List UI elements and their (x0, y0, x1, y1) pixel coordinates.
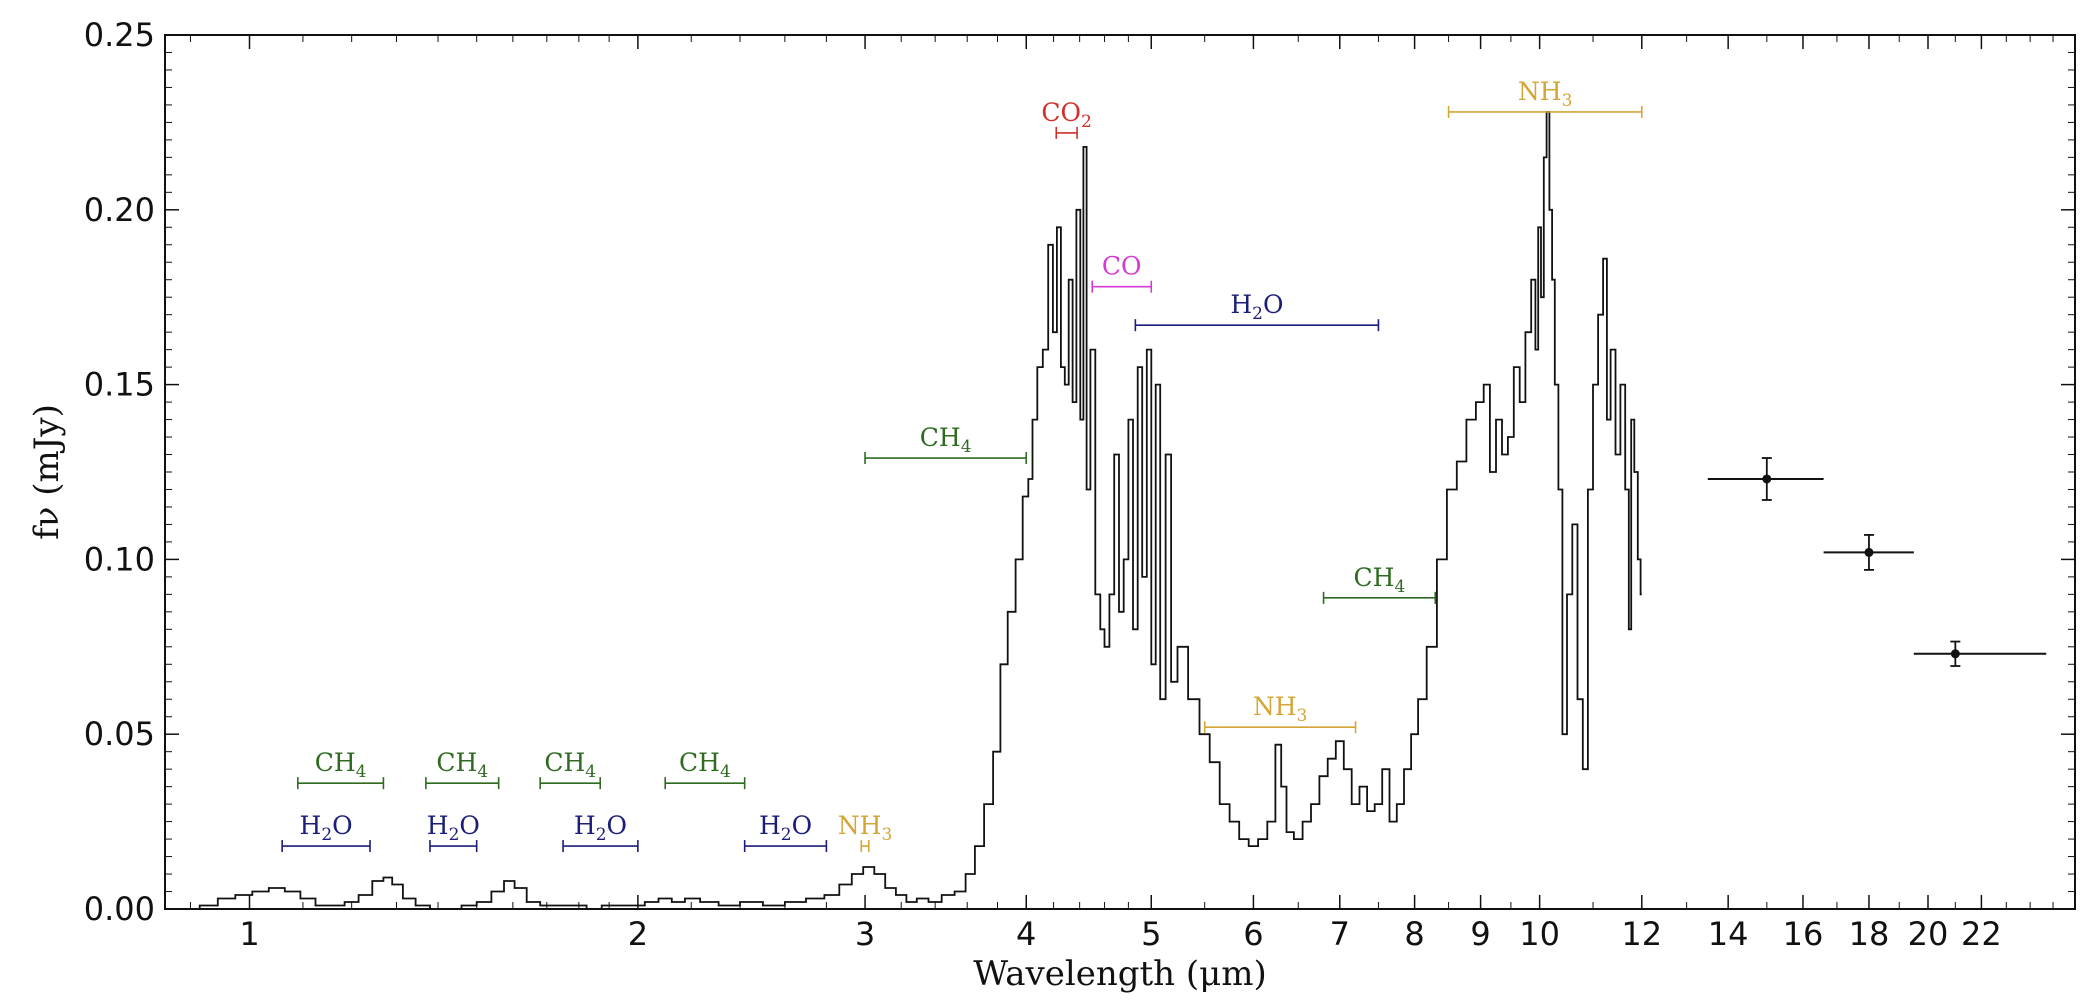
photometry-marker (1762, 474, 1772, 484)
y-tick-label: 0.15 (84, 366, 155, 404)
band-annotations: CH4 CH4 CH4 CH4 H2O H2O H2O H2O NH3 CH4 CO2 CO H2O NH… (281, 77, 1643, 853)
band-label: NH3 (1518, 77, 1573, 111)
x-tick-label: 12 (1621, 915, 1662, 953)
band-label: CH4 (920, 423, 972, 457)
band-annotation: NH3 (1447, 77, 1643, 118)
band-label: CH4 (1354, 563, 1406, 597)
x-axis-ticks: 1 2 3 4 5 6 7 8 9 10 12 14 16 18 20 22 (239, 35, 2002, 953)
photometry-points (1707, 457, 2047, 667)
y-tick-label: 0.20 (84, 191, 155, 229)
band-annotation: H2O (281, 811, 371, 853)
band-label: CH4 (544, 748, 596, 782)
x-tick-label: 18 (1849, 915, 1890, 953)
band-annotation: CH4 (864, 423, 1028, 465)
photometry-marker (1950, 649, 1960, 659)
band-annotation: H2O (562, 811, 639, 853)
band-label: NH3 (838, 811, 893, 845)
band-label: H2O (574, 811, 627, 845)
band-label: NH3 (1253, 692, 1308, 726)
x-tick-label: 16 (1783, 915, 1824, 953)
band-annotation: NH3 (1203, 692, 1357, 734)
band-label: CO (1102, 252, 1142, 281)
x-tick-label: 4 (1016, 915, 1036, 953)
x-tick-label: 2 (628, 915, 648, 953)
x-axis-title: Wavelength (μm) (973, 954, 1266, 994)
y-axis-ticks: 0.00 0.05 0.10 0.15 0.20 0.25 (84, 16, 2075, 928)
band-label: CH4 (315, 748, 367, 782)
band-annotation: CO2 (1041, 98, 1092, 139)
y-tick-label: 0.25 (84, 16, 155, 54)
x-tick-label: 10 (1519, 915, 1560, 953)
x-tick-label: 22 (1961, 915, 2002, 953)
x-tick-label: 6 (1243, 915, 1263, 953)
y-tick-label: 0.10 (84, 540, 155, 578)
photometry-marker (1864, 547, 1874, 557)
band-annotation: H2O (743, 811, 828, 853)
band-annotation: CH4 (1322, 563, 1437, 604)
spectrum-line (190, 111, 1642, 910)
band-label: H2O (759, 811, 812, 845)
band-annotation: CO (1091, 252, 1153, 293)
band-annotation: CH4 (296, 748, 385, 790)
band-annotation: H2O (427, 811, 480, 853)
photometry-point (1913, 640, 2047, 667)
band-label: H2O (300, 811, 353, 845)
x-tick-label: 9 (1470, 915, 1490, 953)
band-annotation: CH4 (425, 748, 500, 790)
y-tick-label: 0.05 (84, 715, 155, 753)
band-label: CH4 (679, 748, 731, 782)
band-annotation: CH4 (664, 748, 746, 790)
x-tick-label: 8 (1404, 915, 1424, 953)
band-label: CO2 (1041, 98, 1091, 132)
minor-ticks (165, 35, 2075, 909)
band-annotation: H2O (1134, 290, 1380, 332)
x-tick-label: 20 (1908, 915, 1949, 953)
band-label: H2O (427, 811, 480, 845)
photometry-point (1707, 457, 1824, 501)
band-annotation: CH4 (539, 748, 602, 790)
x-tick-label: 14 (1708, 915, 1749, 953)
x-tick-label: 1 (239, 915, 259, 953)
plot-frame (164, 34, 2076, 910)
y-axis-title: fν (mJy) (27, 404, 67, 540)
band-label: CH4 (436, 748, 488, 782)
band-annotation: NH3 (838, 811, 893, 853)
band-label: H2O (1230, 290, 1283, 324)
x-tick-label: 7 (1330, 915, 1350, 953)
y-tick-label: 0.00 (84, 890, 155, 928)
x-tick-label: 3 (855, 915, 875, 953)
x-tick-label: 5 (1141, 915, 1161, 953)
photometry-point (1823, 534, 1914, 571)
